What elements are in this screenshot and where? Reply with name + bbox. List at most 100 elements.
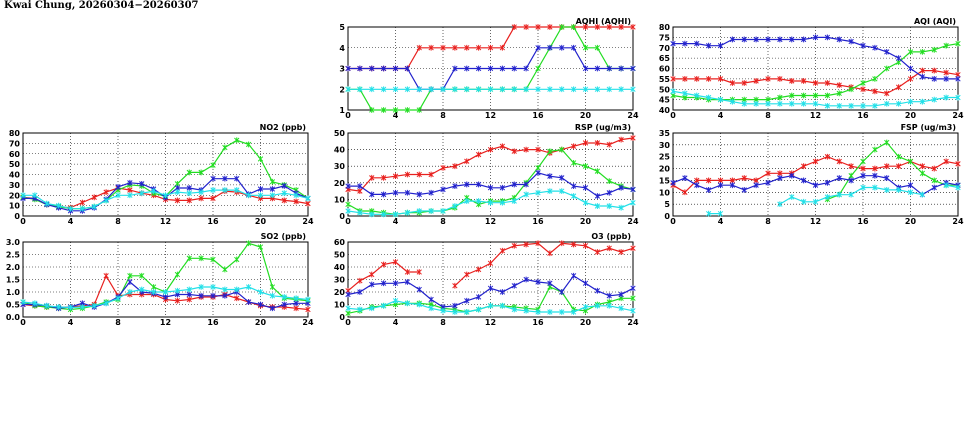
data-point	[919, 67, 926, 74]
data-point	[174, 271, 181, 278]
data-point	[523, 276, 529, 283]
data-point	[487, 260, 494, 267]
data-point	[392, 173, 399, 180]
x-tick-label: 4	[393, 318, 399, 327]
chart-rsp: 0 4 8 12 16 20 24 0 10 20 30 40 50 RSP (ug/m3)	[334, 123, 639, 226]
data-point	[919, 163, 926, 170]
chart-title: O3 (ppb)	[591, 232, 631, 241]
data-point	[836, 82, 842, 88]
data-point	[630, 186, 636, 193]
data-point	[559, 86, 565, 93]
series-red	[670, 153, 961, 196]
data-point	[380, 211, 387, 218]
data-point	[606, 24, 612, 30]
data-point	[198, 284, 204, 290]
data-point	[872, 75, 878, 82]
data-point	[789, 194, 795, 200]
data-point	[630, 135, 636, 141]
data-point	[511, 65, 517, 72]
data-point	[369, 65, 375, 72]
y-tick-label: 30	[659, 141, 671, 150]
data-point	[257, 244, 264, 250]
data-point	[570, 44, 577, 51]
data-point	[293, 305, 299, 312]
data-point	[245, 284, 252, 290]
data-point	[919, 98, 926, 105]
data-point	[535, 44, 541, 51]
data-point	[127, 179, 133, 186]
data-point	[884, 49, 890, 55]
data-point	[765, 170, 771, 177]
data-point	[392, 107, 399, 113]
x-tick-label: 4	[393, 217, 399, 226]
y-tick-label: 1.0	[6, 288, 21, 297]
data-point	[630, 285, 636, 292]
data-point	[943, 42, 949, 49]
data-point	[670, 40, 676, 47]
data-point	[452, 44, 458, 51]
data-point	[535, 65, 541, 72]
data-point	[777, 94, 783, 101]
data-point	[115, 192, 121, 199]
data-point	[884, 163, 890, 170]
x-tick-label: 0	[345, 111, 351, 120]
data-point	[884, 187, 890, 193]
y-tick-label: 60	[9, 150, 21, 159]
data-point	[895, 100, 902, 107]
data-point	[127, 279, 133, 285]
x-tick-label: 20	[905, 217, 917, 226]
data-point	[369, 305, 375, 312]
data-point	[115, 295, 121, 302]
data-point	[452, 309, 458, 315]
data-point	[369, 211, 375, 218]
data-point	[281, 183, 287, 189]
data-point	[281, 197, 287, 204]
data-point	[559, 289, 565, 295]
y-tick-label: 40	[9, 171, 21, 180]
x-tick-label: 8	[115, 318, 121, 327]
data-point	[345, 201, 351, 208]
data-point	[872, 44, 878, 51]
data-point	[174, 297, 181, 304]
data-point	[848, 102, 854, 109]
data-point	[79, 205, 86, 212]
y-tick-label: 45	[659, 96, 671, 105]
data-point	[369, 281, 375, 288]
data-point	[281, 294, 287, 300]
data-point	[789, 172, 795, 179]
data-point	[487, 184, 494, 191]
data-point	[186, 255, 192, 262]
data-point	[452, 183, 458, 190]
data-point	[234, 175, 240, 182]
data-point	[812, 34, 819, 41]
data-point	[618, 291, 624, 298]
y-tick-label: 30	[9, 181, 21, 190]
data-point	[127, 272, 133, 279]
x-tick-label: 16	[207, 318, 219, 327]
data-point	[919, 49, 926, 55]
x-tick-label: 4	[68, 318, 74, 327]
data-point	[570, 183, 577, 190]
data-point	[836, 90, 842, 97]
data-point	[570, 86, 577, 93]
data-point	[174, 287, 181, 294]
data-point	[907, 158, 914, 165]
x-tick-label: 24	[627, 318, 639, 327]
data-point	[127, 192, 133, 199]
data-point	[186, 169, 192, 176]
y-tick-label: 1	[339, 106, 345, 115]
y-tick-label: 5	[664, 200, 670, 209]
data-point	[931, 46, 937, 53]
x-tick-label: 24	[627, 111, 639, 120]
data-point	[895, 153, 902, 160]
data-point	[186, 286, 192, 293]
data-point	[777, 201, 783, 208]
data-point	[452, 203, 458, 209]
data-point	[570, 159, 577, 166]
data-point	[618, 24, 624, 30]
data-point	[535, 24, 541, 30]
data-point	[293, 300, 299, 307]
data-point	[523, 86, 529, 93]
data-point	[210, 284, 216, 290]
data-point	[895, 187, 902, 193]
